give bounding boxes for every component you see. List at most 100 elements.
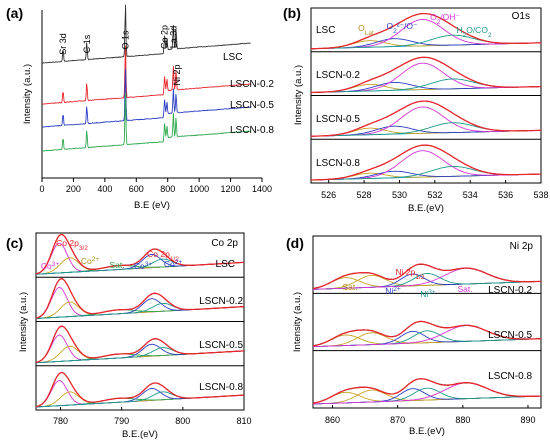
- panel-d-ni2p: (d) 860 870 880 890 LSCN-0.2LSCN-0.5LSCN-0.…: [286, 235, 542, 437]
- panel-a-series-line: [41, 45, 251, 105]
- panel-a-series-line: [41, 68, 251, 128]
- panel-d-component-line: [313, 387, 541, 405]
- panel-c-separators: [36, 276, 244, 367]
- panel-d-component-line: [313, 388, 541, 405]
- panel-d-x-tick-label: 880: [455, 415, 470, 425]
- panel-d-component-label: Ni3+: [420, 289, 436, 300]
- panel-d-component-label: Ni 2p1/2: [396, 267, 425, 281]
- panel-b-sample-label: LSCN-0.2: [316, 70, 360, 81]
- panel-c-x-tick-label: 780: [53, 416, 68, 426]
- panel-c-sample-labels: LSC LSCN-0.2 LSCN-0.5 LSCN-0.8: [199, 259, 243, 393]
- panel-a-peak-annotation: C 1s: [82, 34, 92, 53]
- panel-c-x-ticks: 780 790 800 810: [53, 407, 252, 426]
- panel-d-sample-label: LSCN-0.8: [488, 371, 532, 382]
- panel-c-ylabel: Intensity (a.u.): [18, 292, 29, 352]
- panel-c-co2p: (c) 780 790 800 810 LSC LSCN-0.2 LSCN-0.5 LSCN…: [6, 232, 252, 440]
- panel-a-series-label: LSC: [223, 52, 242, 63]
- panel-c-title: Co 2p: [211, 238, 238, 249]
- panel-c-fit-envelope-line: [35, 233, 244, 275]
- panel-d-x-tick-label: 890: [520, 415, 535, 425]
- panel-c-fit-envelope-line: [35, 325, 244, 364]
- panel-d-tag: (d): [286, 235, 304, 251]
- panel-b-component-labels: OLat O2²⁻/O⁻ O2/OH⁻H2O/CO2: [358, 12, 492, 39]
- panel-c-fit-envelope-line: [35, 278, 245, 319]
- panel-d-curves: [312, 263, 542, 405]
- panel-b-curves: [310, 12, 542, 181]
- panel-b-ylabel: Intensity (a.u.): [293, 65, 304, 125]
- panel-a-x-tick-label: 800: [160, 184, 175, 194]
- panel-b-tag: (b): [283, 5, 301, 21]
- panel-b-x-tick-label: 536: [498, 190, 513, 200]
- panel-a-peak-annotation: Sr 3d: [58, 33, 68, 55]
- panel-c-sample-label: LSCN-0.8: [199, 382, 243, 393]
- panel-a-tag: (a): [6, 5, 23, 21]
- panel-c-x-tick-label: 790: [114, 416, 129, 426]
- panel-d-raw-data-line: [312, 378, 541, 404]
- panel-c-component-label: Sat.: [109, 260, 124, 270]
- panel-b-sample-label: LSCN-0.8: [316, 158, 360, 169]
- panel-a-xlabel: B.E (eV): [134, 200, 170, 211]
- panel-a-series-labels: LSC LSCN-0.2 LSCN-0.5 LSCN-0.8: [223, 52, 274, 136]
- panel-c-sample-label: LSCN-0.2: [199, 296, 243, 307]
- panel-c-tag: (c): [6, 235, 23, 251]
- panel-a-x-tick-label: 1400: [252, 184, 272, 194]
- panel-b-x-tick-label: 530: [392, 190, 407, 200]
- panel-a-survey: (a) 0 200 400 600 800 1000 1200 1400 LSC LSCN-0.…: [6, 4, 274, 211]
- panel-d-component-line: [313, 382, 541, 405]
- panel-c-component-label: Co2+: [164, 259, 182, 270]
- panel-a-x-tick-label: 1000: [189, 184, 209, 194]
- panel-d-component-label: Sat.: [342, 282, 357, 292]
- panel-c-x-tick-label: 810: [236, 416, 251, 426]
- panel-b-o1s: (b) 526 528 530 532 534 536 538 LSCLSCN-0.2LSC…: [283, 5, 549, 214]
- panel-d-component-labels: Ni 2p1/2 Sat. Ni2+ Ni3+ Sat.: [342, 267, 472, 299]
- panel-b-x-tick-label: 538: [533, 190, 548, 200]
- panel-b-x-tick-label: 526: [321, 190, 336, 200]
- panel-c-component-label: Co3+: [134, 261, 152, 272]
- panel-c-component-label: Co 2p1/2: [147, 249, 179, 263]
- panel-c-fit-envelope-line: [35, 371, 245, 408]
- panel-b-xlabel: B.E.(eV): [408, 203, 444, 214]
- panel-b-fit-envelope-line: [311, 56, 541, 94]
- panel-b-component-line: [311, 34, 541, 50]
- panel-d-fit-envelope-line: [312, 263, 541, 290]
- panel-a-series-label: LSCN-0.8: [230, 125, 274, 136]
- panel-b-x-ticks: 526 528 530 532 534 536 538: [321, 180, 549, 200]
- panel-d-component-label: Ni2+: [385, 286, 401, 297]
- panel-b-component-label: O2/OH⁻: [430, 12, 460, 26]
- panel-c-component-label: Co3+: [41, 261, 59, 272]
- panel-b-separators: [311, 51, 541, 140]
- panel-b-x-tick-label: 528: [357, 190, 372, 200]
- panel-a-curves: [41, 4, 251, 152]
- panel-b-x-tick-label: 532: [427, 190, 442, 200]
- panel-a-peak-annotation: Ni 2p: [172, 64, 182, 85]
- panel-d-sample-label: LSCN-0.5: [488, 330, 532, 341]
- panel-a-series-label: LSCN-0.5: [230, 100, 274, 111]
- panel-a-x-tick-label: 600: [129, 184, 144, 194]
- panel-b-fit-envelope-line: [311, 144, 541, 181]
- panel-a-x-tick-label: 400: [97, 184, 112, 194]
- panel-c-sample-label: LSC: [216, 259, 235, 270]
- panel-b-fit-envelope-line: [311, 12, 541, 50]
- panel-d-x-tick-label: 860: [325, 415, 340, 425]
- panel-d-frame: [312, 235, 542, 409]
- panel-a-peak-annotation: La 3d: [168, 26, 178, 49]
- panel-d-fit-envelope-line: [312, 320, 542, 347]
- panel-c-component-label: Co 2p3/2: [56, 238, 88, 252]
- panel-c-sample-label: LSCN-0.5: [199, 340, 243, 351]
- panel-a-peak-annotation: O 1s: [120, 30, 130, 50]
- panel-a-x-tick-label: 1200: [221, 184, 241, 194]
- panel-a-peak-annotation: Co 2p: [160, 25, 170, 49]
- panel-c-xlabel: B.E.(eV): [122, 429, 158, 440]
- panel-a-series-line: [41, 92, 251, 152]
- panel-b-component-label: H2O/CO2: [456, 25, 492, 39]
- panel-d-component-label: Sat.: [457, 284, 472, 294]
- panel-d-fit-envelope-line: [312, 378, 541, 404]
- panel-c-curves: [35, 233, 245, 408]
- panel-b-sample-labels: LSC LSCN-0.2 LSCN-0.5 LSCN-0.8: [316, 25, 360, 169]
- panel-d-title: Ni 2p: [510, 241, 534, 252]
- panel-b-x-tick-label: 534: [463, 190, 478, 200]
- panel-d-xlabel: B.E.(eV): [409, 426, 445, 437]
- panel-b-component-label: OLat: [358, 23, 374, 37]
